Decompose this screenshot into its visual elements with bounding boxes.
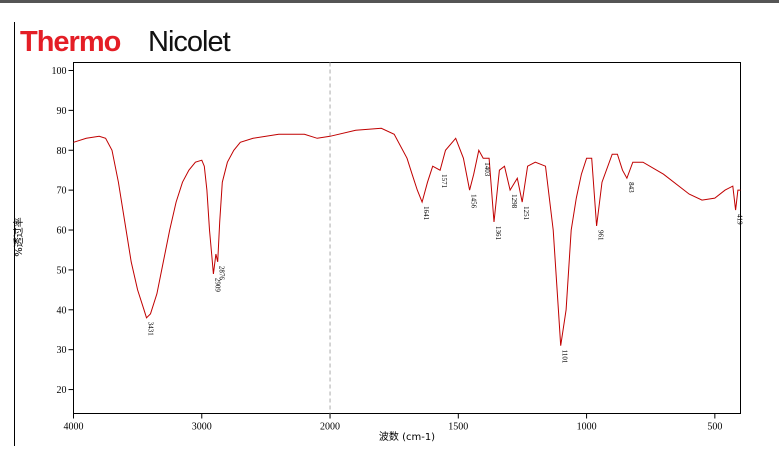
- peak-label: 1403: [483, 162, 491, 177]
- x-tick-label: 2000: [320, 422, 340, 433]
- x-tick-label: 3000: [192, 422, 212, 433]
- peak-label: 419: [736, 214, 744, 225]
- y-tick-label: 40: [57, 305, 67, 316]
- peak-label: 1571: [440, 174, 448, 189]
- peak-label: 1101: [561, 350, 569, 364]
- y-tick-label: 80: [57, 146, 67, 157]
- peak-label: 1456: [470, 194, 478, 209]
- x-tick-label: 500: [707, 422, 722, 433]
- x-axis-label: 波数 (cm-1): [379, 430, 435, 443]
- top-bar: [0, 0, 779, 3]
- spectrum-line: [73, 127, 741, 346]
- y-tick-label: 100: [52, 66, 67, 77]
- y-tick-label: 20: [57, 385, 67, 396]
- brand-nicolet: Nicolet: [148, 26, 231, 58]
- plot-frame: [73, 62, 741, 414]
- peak-label: 961: [597, 230, 605, 241]
- peak-label: 1298: [510, 194, 518, 209]
- peak-label: 843: [627, 182, 635, 193]
- y-tick-label: 60: [57, 226, 67, 237]
- peak-label: 1641: [422, 206, 430, 221]
- y-tick-label: 90: [57, 106, 67, 117]
- y-axis-label: %透过率: [12, 217, 25, 257]
- brand-thermo: Thermo: [20, 26, 121, 58]
- x-tick-label: 1500: [448, 422, 468, 433]
- peak-label: 1251: [522, 206, 530, 221]
- peak-label: 2876: [218, 266, 226, 281]
- peak-label: 3431: [146, 322, 154, 337]
- peak-label: 2909: [213, 278, 221, 293]
- y-tick-label: 30: [57, 345, 67, 356]
- x-tick-label: 4000: [64, 422, 84, 433]
- peak-label: 1361: [494, 226, 502, 241]
- x-tick-label: 1000: [577, 422, 597, 433]
- y-tick-label: 50: [57, 265, 67, 276]
- y-tick-label: 70: [57, 186, 67, 197]
